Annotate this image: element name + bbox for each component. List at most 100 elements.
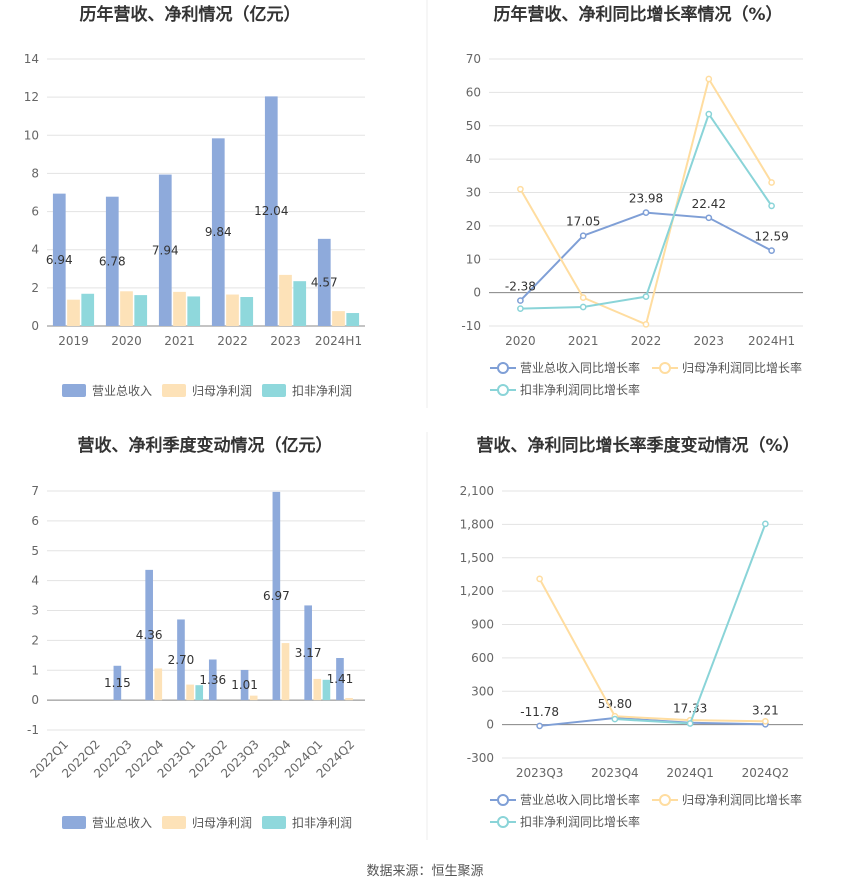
series-point xyxy=(579,294,587,301)
data-label: 7.94 xyxy=(152,243,179,257)
x-tick-label: 2021 xyxy=(164,334,195,348)
bar-net-profit xyxy=(249,695,258,701)
legend-swatch xyxy=(62,384,86,397)
data-label: 1.41 xyxy=(327,672,354,686)
y-tick-label: 50 xyxy=(466,119,481,133)
bar-revenue xyxy=(177,619,185,701)
bar-revenue xyxy=(240,669,249,701)
data-label: 1.36 xyxy=(199,673,226,687)
y-tick-label: 0 xyxy=(31,319,39,333)
series-point xyxy=(536,575,543,583)
bar-revenue xyxy=(113,665,122,701)
data-label: 4.36 xyxy=(136,628,163,642)
series-point xyxy=(536,722,543,730)
y-tick-label: 0 xyxy=(473,286,481,300)
legend-label: 扣非净利润 xyxy=(292,816,352,830)
y-tick-label: 5 xyxy=(31,544,39,558)
data-label: 1.01 xyxy=(231,678,258,692)
x-tick-label: 2020 xyxy=(505,334,536,348)
bar-deducted-profit xyxy=(81,293,95,326)
data-label: 9.84 xyxy=(205,225,232,239)
bar-revenue xyxy=(272,491,281,701)
series-point xyxy=(768,247,775,254)
y-tick-label: 6 xyxy=(31,514,39,528)
legend-marker xyxy=(659,794,671,806)
bar-deducted-profit xyxy=(195,685,204,701)
data-label: 6.94 xyxy=(46,253,73,267)
bar-net-profit xyxy=(120,291,133,326)
series-point xyxy=(768,179,775,186)
y-tick-label: 1,800 xyxy=(460,517,494,531)
series-point xyxy=(762,717,769,725)
x-tick-label: 2019 xyxy=(58,334,89,348)
bar-revenue xyxy=(158,174,172,326)
legend-label: 归母净利润 xyxy=(192,816,252,830)
chart-annual-growth: 历年营收、净利同比增长率情况（%） -10 0 10 20 30 40 50 60 70 2020 2… xyxy=(461,4,803,397)
y-tick-label: 0 xyxy=(31,693,39,707)
data-source-note: 数据来源：恒生聚源 xyxy=(366,864,484,879)
bar-deducted-profit xyxy=(134,295,148,326)
data-label: 59.80 xyxy=(598,697,632,711)
data-label: 2.70 xyxy=(168,653,195,667)
chart-quarterly-growth: 营收、净利同比增长率季度变动情况（%） -300 0 300 600 900 1,200 1,… xyxy=(460,435,803,829)
y-tick-label: 2 xyxy=(31,281,39,295)
series-point xyxy=(642,209,650,216)
data-label: 12.04 xyxy=(254,204,288,218)
bar-net-profit xyxy=(67,299,80,326)
bar-revenue xyxy=(105,196,119,326)
series-point xyxy=(705,75,713,83)
bar-net-profit xyxy=(332,311,345,326)
data-label: 17.33 xyxy=(673,702,707,716)
data-label: 1.15 xyxy=(104,676,131,690)
series-point xyxy=(579,303,587,311)
x-tick-label: 2024Q2 xyxy=(742,766,790,780)
series-point xyxy=(579,232,587,240)
data-label: 22.42 xyxy=(692,197,726,211)
y-tick-label: 900 xyxy=(471,618,494,632)
chart-title: 营收、净利同比增长率季度变动情况（%） xyxy=(476,435,799,456)
y-tick-label: 30 xyxy=(466,186,481,200)
x-tick-label: 2022 xyxy=(631,334,662,348)
series-point xyxy=(611,715,619,723)
y-tick-label: 3 xyxy=(31,604,39,618)
series-point xyxy=(705,110,713,118)
data-label: 3.21 xyxy=(752,703,779,717)
legend-label: 归母净利润同比增长率 xyxy=(682,360,802,375)
legend-label: 归母净利润 xyxy=(192,384,252,398)
bar-revenue xyxy=(336,658,344,701)
y-tick-label: 14 xyxy=(24,52,39,66)
y-tick-label: 600 xyxy=(471,651,494,665)
y-tick-label: 0 xyxy=(486,718,494,732)
data-label: 4.57 xyxy=(311,275,338,289)
legend-label: 扣非净利润同比增长率 xyxy=(520,382,640,397)
x-tick-label: 2023 xyxy=(694,334,725,348)
series-line-1 xyxy=(538,578,766,723)
legend-marker xyxy=(497,362,509,374)
legend-marker xyxy=(497,794,509,806)
bar-revenue xyxy=(52,193,66,326)
y-tick-label: 1 xyxy=(31,663,39,677)
y-tick-label: 300 xyxy=(471,684,494,698)
series-line-2 xyxy=(614,523,767,725)
series-point xyxy=(517,297,524,304)
legend-swatch xyxy=(262,816,286,829)
y-tick-label: -10 xyxy=(461,319,481,333)
y-tick-label: 20 xyxy=(466,219,481,233)
bar-deducted-profit xyxy=(187,296,201,326)
bar-net-profit xyxy=(173,291,186,326)
y-tick-label: 8 xyxy=(31,166,39,180)
legend-swatch xyxy=(162,384,186,397)
bar-net-profit xyxy=(345,698,353,701)
data-label: 3.17 xyxy=(295,646,322,660)
legend-marker xyxy=(497,384,509,396)
data-label: 6.97 xyxy=(263,589,290,603)
series-point xyxy=(762,520,769,528)
bar-revenue xyxy=(208,659,217,701)
chart-title: 历年营收、净利情况（亿元） xyxy=(80,4,301,25)
series-point xyxy=(517,305,524,312)
legend-label: 营业总收入同比增长率 xyxy=(520,360,640,375)
y-tick-label: 2,100 xyxy=(460,484,494,498)
x-tick-label: 2023Q4 xyxy=(591,766,639,780)
bar-revenue xyxy=(145,569,153,701)
